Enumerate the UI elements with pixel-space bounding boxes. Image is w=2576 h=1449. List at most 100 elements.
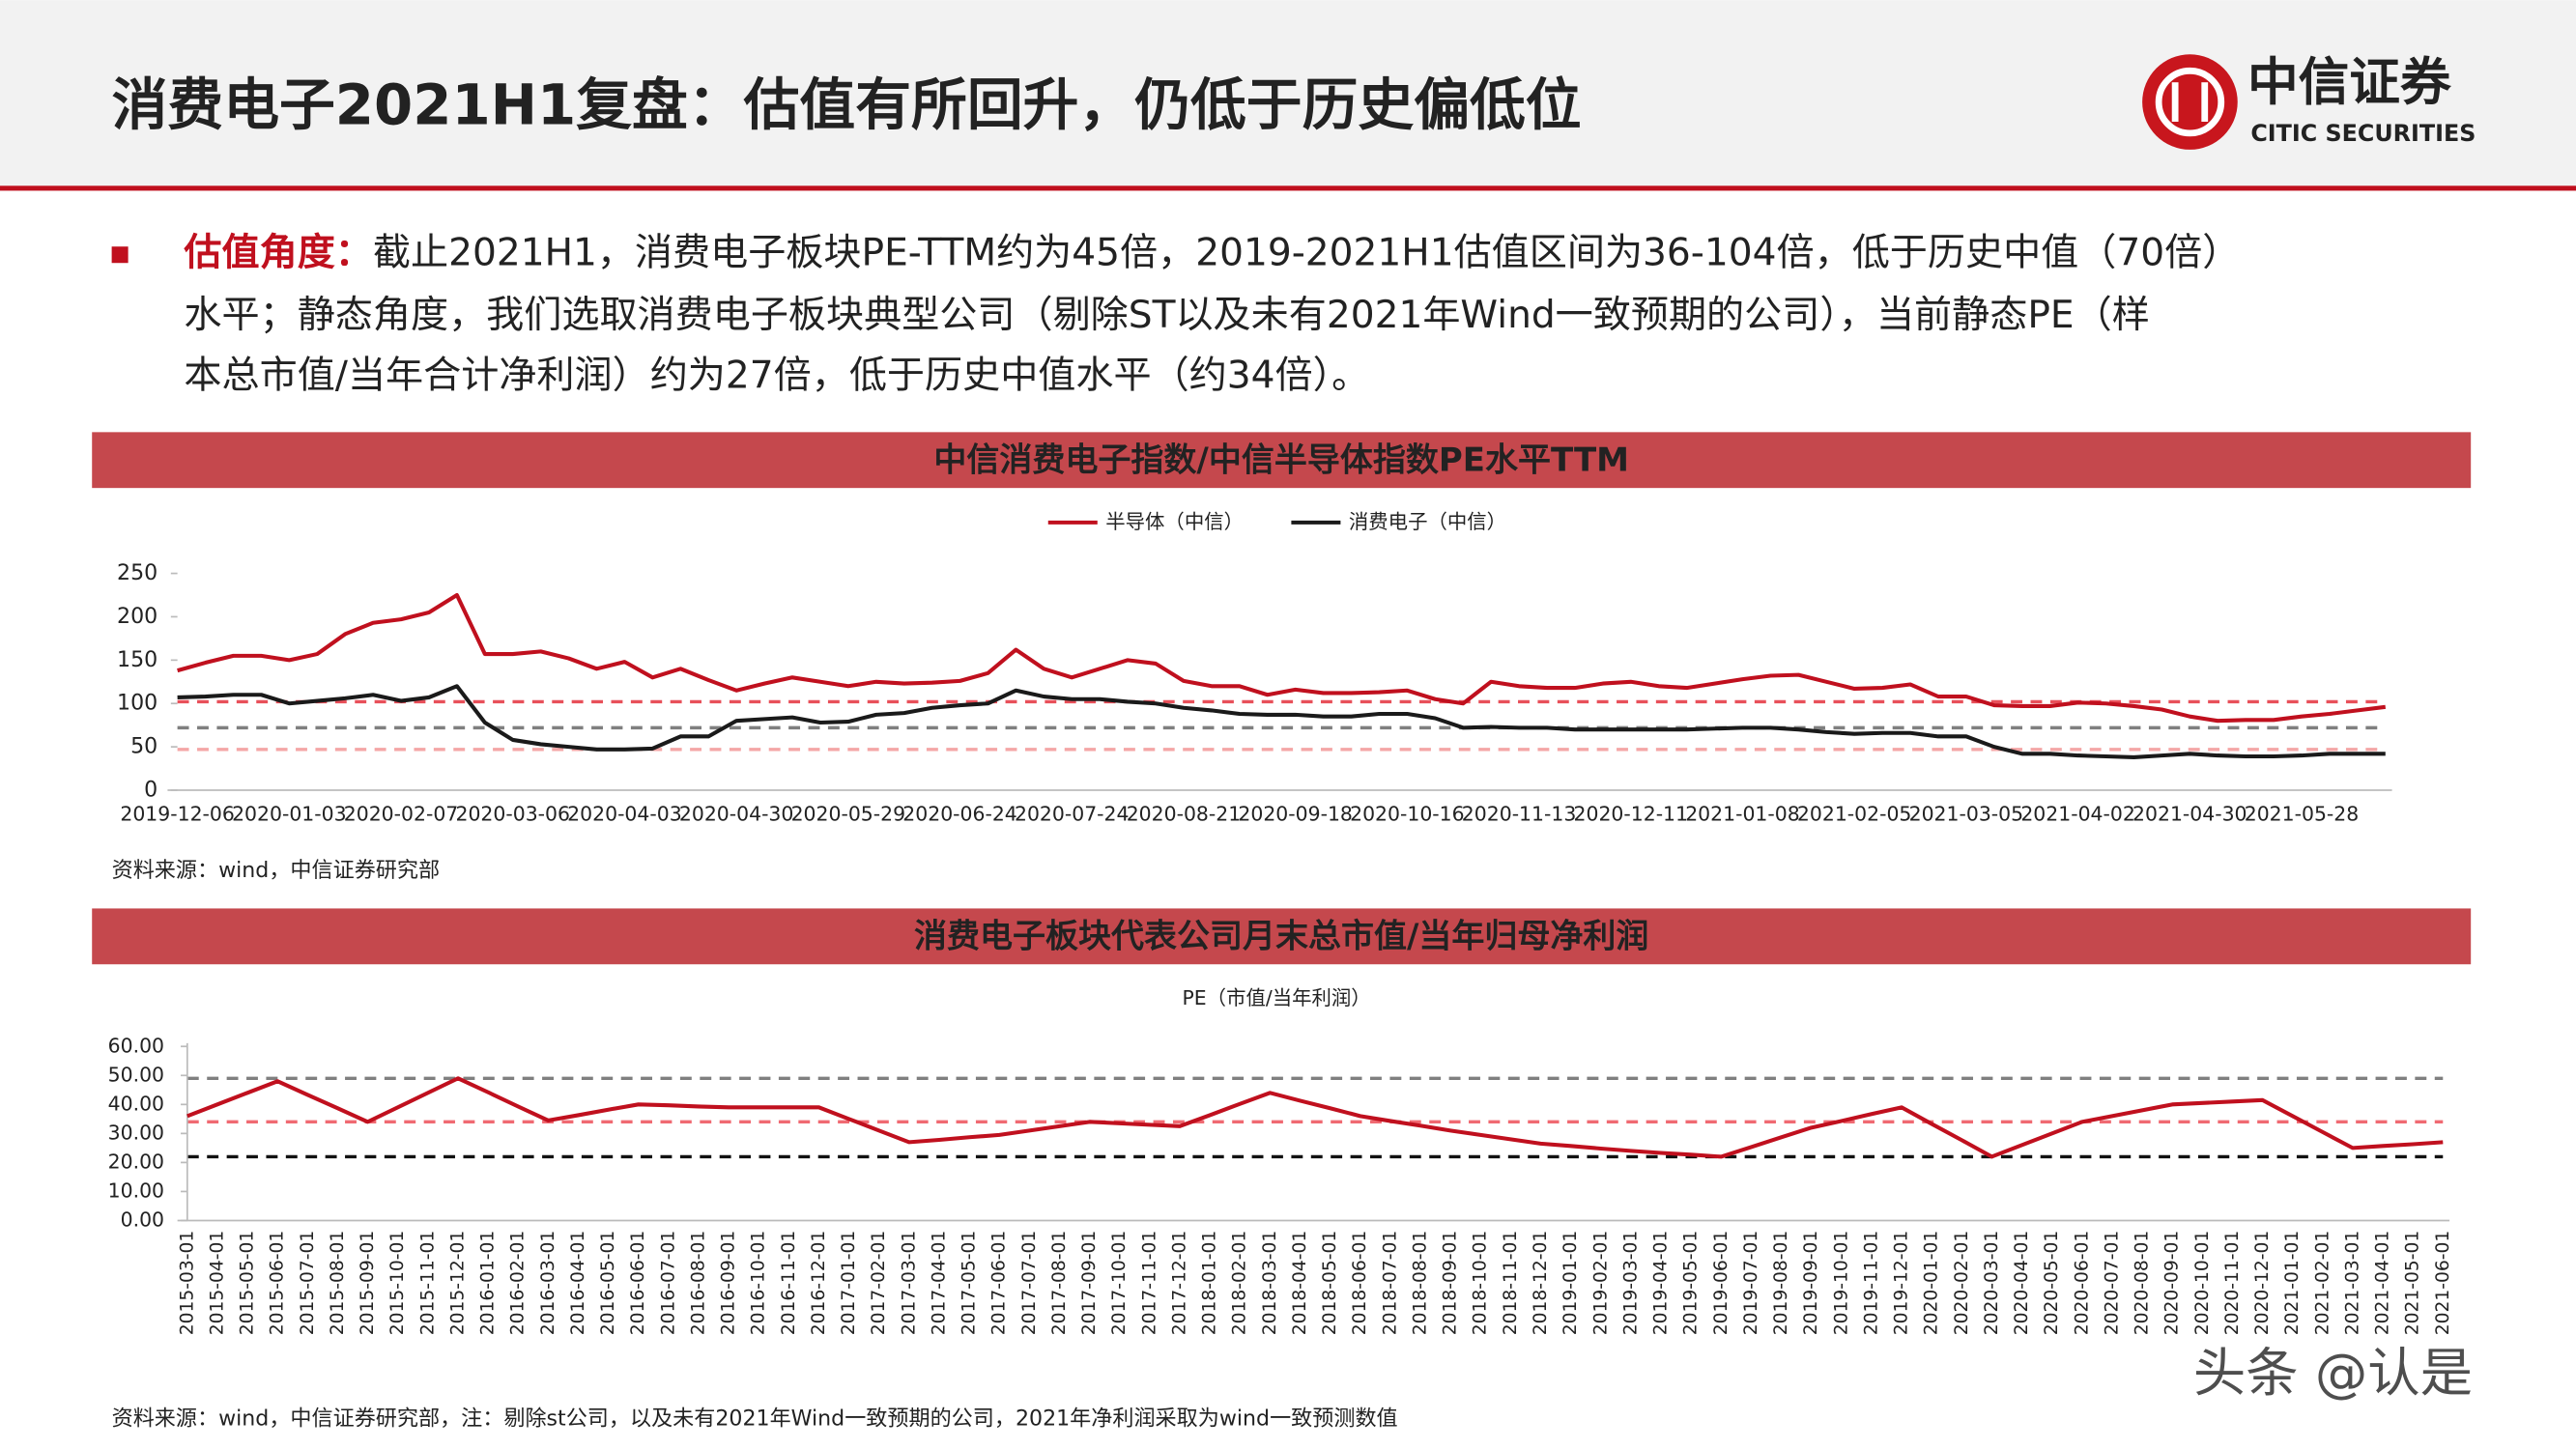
bullet-square bbox=[111, 246, 129, 264]
y-tick-label: 0.00 bbox=[121, 1208, 164, 1231]
logo-cn: 中信证券 bbox=[2247, 53, 2452, 112]
x-tick-label: 2017-11-01 bbox=[1139, 1231, 1159, 1336]
x-tick-label: 2016-06-01 bbox=[628, 1231, 648, 1336]
watermark: 头条 @认是 bbox=[2193, 1343, 2473, 1404]
x-tick-label: 2018-12-01 bbox=[1531, 1231, 1551, 1336]
header-rule bbox=[0, 185, 2576, 191]
bullet-line: 估值角度：截止2021H1，消费电子板块PE-TTM约为45倍，2019-202… bbox=[183, 231, 2240, 274]
x-tick-label: 2017-01-01 bbox=[839, 1231, 859, 1336]
x-tick-label: 2020-06-24 bbox=[902, 803, 1017, 826]
x-tick-label: 2021-06-01 bbox=[2433, 1231, 2453, 1336]
chart-title-bar bbox=[92, 908, 2472, 965]
source-note: 资料来源：wind，中信证券研究部，注：剔除st公司，以及未有2021年Wind… bbox=[112, 1406, 1398, 1432]
logo-bar bbox=[2171, 82, 2179, 123]
x-tick-label: 2021-01-08 bbox=[1685, 803, 1800, 826]
x-tick-label: 2016-12-01 bbox=[809, 1231, 829, 1336]
legend-label: 消费电子（中信） bbox=[1349, 510, 1506, 533]
x-tick-label: 2019-02-01 bbox=[1590, 1231, 1611, 1336]
series-line bbox=[177, 684, 2386, 759]
x-tick-label: 2018-06-01 bbox=[1350, 1231, 1370, 1336]
x-tick-label: 2017-08-01 bbox=[1049, 1231, 1070, 1336]
x-tick-label: 2020-05-29 bbox=[791, 803, 906, 826]
x-tick-label: 2016-01-01 bbox=[478, 1231, 499, 1336]
x-tick-label: 2016-11-01 bbox=[779, 1231, 799, 1336]
x-tick-label: 2015-04-01 bbox=[207, 1231, 227, 1336]
x-tick-label: 2020-02-01 bbox=[1952, 1231, 1972, 1336]
x-tick-label: 2018-05-01 bbox=[1320, 1231, 1340, 1336]
y-tick-label: 250 bbox=[117, 560, 157, 585]
x-tick-label: 2019-06-01 bbox=[1711, 1231, 1732, 1336]
x-tick-label: 2017-04-01 bbox=[929, 1231, 949, 1336]
y-tick-label: 10.00 bbox=[108, 1179, 164, 1202]
x-tick-label: 2016-03-01 bbox=[538, 1231, 558, 1336]
x-tick-label: 2019-12-06 bbox=[120, 803, 235, 826]
x-tick-label: 2021-02-01 bbox=[2312, 1231, 2333, 1336]
x-tick-label: 2016-08-01 bbox=[688, 1231, 708, 1336]
y-tick-label: 40.00 bbox=[108, 1092, 164, 1115]
x-tick-label: 2020-03-06 bbox=[455, 803, 570, 826]
x-tick-label: 2019-01-01 bbox=[1560, 1231, 1581, 1336]
y-tick-label: 150 bbox=[117, 647, 157, 672]
logo-ring bbox=[2155, 67, 2225, 137]
x-tick-label: 2019-04-01 bbox=[1651, 1231, 1672, 1336]
x-tick-label: 2016-10-01 bbox=[749, 1231, 769, 1336]
x-tick-label: 2015-08-01 bbox=[328, 1231, 348, 1336]
source-note: 资料来源：wind，中信证券研究部 bbox=[112, 858, 440, 883]
x-tick-label: 2017-10-01 bbox=[1109, 1231, 1130, 1336]
x-tick-label: 2021-05-01 bbox=[2403, 1231, 2423, 1336]
x-tick-label: 2019-05-01 bbox=[1681, 1231, 1702, 1336]
x-tick-label: 2019-03-01 bbox=[1620, 1231, 1641, 1336]
x-tick-label: 2020-11-13 bbox=[1462, 803, 1577, 826]
x-tick-label: 2015-03-01 bbox=[177, 1231, 197, 1336]
x-tick-label: 2020-05-01 bbox=[2042, 1231, 2062, 1336]
x-tick-label: 2020-08-01 bbox=[2132, 1231, 2153, 1336]
y-tick-label: 30.00 bbox=[108, 1121, 164, 1144]
x-tick-label: 2020-07-01 bbox=[2102, 1231, 2122, 1336]
x-tick-label: 2020-04-01 bbox=[2012, 1231, 2032, 1336]
y-tick-label: 0 bbox=[144, 778, 157, 803]
x-tick-label: 2021-01-01 bbox=[2282, 1231, 2303, 1336]
y-tick-label: 50 bbox=[130, 734, 157, 759]
x-tick-label: 2020-01-03 bbox=[232, 803, 347, 826]
x-tick-label: 2020-01-01 bbox=[1922, 1231, 1942, 1336]
x-tick-label: 2015-11-01 bbox=[417, 1231, 438, 1336]
x-tick-label: 2019-10-01 bbox=[1831, 1231, 1851, 1336]
x-tick-label: 2020-09-01 bbox=[2162, 1231, 2183, 1336]
legend-label: 半导体（中信） bbox=[1105, 510, 1244, 533]
x-tick-label: 2020-11-01 bbox=[2222, 1231, 2243, 1336]
y-tick-label: 100 bbox=[117, 691, 157, 716]
legend-label: PE（市值/当年利润） bbox=[1183, 986, 1371, 1009]
y-tick-label: 20.00 bbox=[108, 1150, 164, 1173]
x-tick-label: 2020-07-24 bbox=[1015, 803, 1130, 826]
x-tick-label: 2015-09-01 bbox=[358, 1231, 378, 1336]
x-tick-label: 2015-12-01 bbox=[447, 1231, 468, 1336]
x-tick-label: 2018-07-01 bbox=[1380, 1231, 1400, 1336]
x-tick-label: 2018-02-01 bbox=[1230, 1231, 1250, 1336]
y-tick-label: 60.00 bbox=[108, 1034, 164, 1057]
x-tick-label: 2021-05-28 bbox=[2245, 803, 2360, 826]
x-tick-label: 2019-07-01 bbox=[1741, 1231, 1761, 1336]
x-tick-label: 2020-03-01 bbox=[1982, 1231, 2002, 1336]
x-tick-label: 2016-05-01 bbox=[598, 1231, 618, 1336]
logo-bar bbox=[2201, 82, 2209, 123]
x-tick-label: 2018-11-01 bbox=[1501, 1231, 1521, 1336]
x-tick-label: 2020-09-18 bbox=[1238, 803, 1353, 826]
x-tick-label: 2020-10-16 bbox=[1350, 803, 1465, 826]
x-tick-label: 2019-09-01 bbox=[1801, 1231, 1821, 1336]
x-tick-label: 2015-06-01 bbox=[268, 1231, 288, 1336]
x-tick-label: 2020-12-01 bbox=[2252, 1231, 2273, 1336]
bullet-text: 截止2021H1，消费电子板块PE-TTM约为45倍，2019-2021H1估值… bbox=[373, 231, 2240, 274]
bullet-text: 本总市值/当年合计净利润）约为27倍，低于历史中值水平（约34倍）。 bbox=[184, 355, 1369, 398]
page-title: 消费电子2021H1复盘：估值有所回升，仍低于历史偏低位 bbox=[112, 72, 1582, 138]
x-tick-label: 2019-12-01 bbox=[1892, 1231, 1912, 1336]
chart-title: 消费电子板块代表公司月末总市值/当年归母净利润 bbox=[914, 918, 1648, 956]
x-tick-label: 2020-02-07 bbox=[344, 803, 459, 826]
bullet-text: 水平；静态角度，我们选取消费电子板块典型公司（剔除ST以及未有2021年Wind… bbox=[184, 294, 2149, 337]
bullet-label: 估值角度： bbox=[183, 231, 372, 274]
chart-title: 中信消费电子指数/中信半导体指数PE水平TTM bbox=[933, 440, 1629, 479]
x-tick-label: 2018-08-01 bbox=[1410, 1231, 1430, 1336]
logo-en: CITIC SECURITIES bbox=[2250, 120, 2476, 147]
x-tick-label: 2017-07-01 bbox=[1019, 1231, 1040, 1336]
x-tick-label: 2021-04-02 bbox=[2020, 803, 2135, 826]
